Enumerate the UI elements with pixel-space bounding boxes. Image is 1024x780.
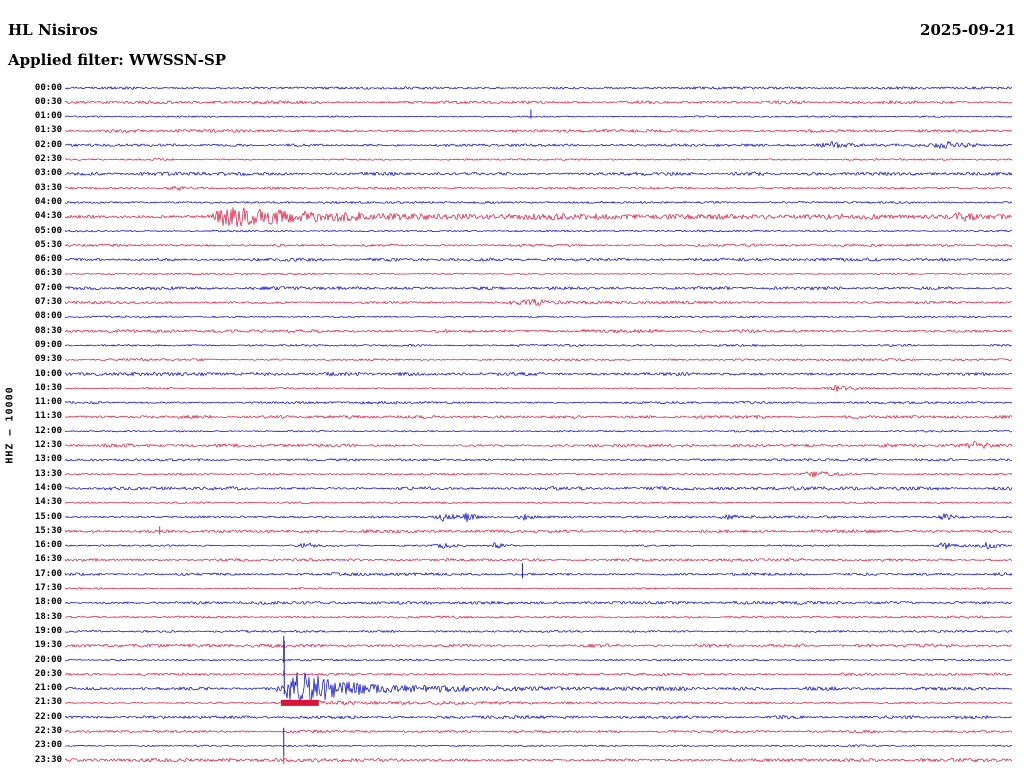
time-label-1830: 18:30 xyxy=(34,611,62,622)
time-label-2230: 22:30 xyxy=(34,726,62,736)
time-label-1330: 13:30 xyxy=(34,468,62,479)
time-label-1000: 10:00 xyxy=(34,368,62,379)
time-label-2130: 21:30 xyxy=(34,697,62,708)
time-label-0930: 09:30 xyxy=(34,354,62,365)
filter-label: Applied filter: WWSSN-SP xyxy=(8,51,227,69)
time-label-1200: 12:00 xyxy=(34,425,62,436)
time-label-0730: 07:30 xyxy=(34,297,62,307)
time-label-1230: 12:30 xyxy=(34,440,62,450)
time-axis: 00:00 00:30 01:00 01:30 02:00 02:30 03:00 03:30… xyxy=(0,0,62,780)
time-label-0330: 03:30 xyxy=(34,182,62,193)
time-label-0830: 08:30 xyxy=(34,325,62,336)
time-label-2000: 20:00 xyxy=(34,654,62,665)
time-label-0130: 01:30 xyxy=(34,125,62,136)
time-label-1930: 19:30 xyxy=(34,640,62,651)
time-label-0630: 06:30 xyxy=(34,268,62,279)
date-label: 2025-09-21 xyxy=(920,21,1016,39)
time-label-1600: 16:00 xyxy=(34,540,62,551)
time-label-1530: 15:30 xyxy=(34,525,62,536)
time-label-1630: 16:30 xyxy=(34,554,62,565)
time-label-1500: 15:00 xyxy=(34,511,62,522)
time-label-1700: 17:00 xyxy=(34,568,62,579)
time-label-0530: 05:30 xyxy=(34,239,62,250)
time-label-0900: 09:00 xyxy=(34,339,62,350)
time-label-1030: 10:30 xyxy=(34,382,62,393)
time-label-2330: 23:30 xyxy=(34,754,62,765)
time-label-2200: 22:00 xyxy=(34,711,62,722)
time-label-0600: 06:00 xyxy=(34,254,62,265)
time-label-1430: 14:30 xyxy=(34,497,62,508)
time-label-1300: 13:00 xyxy=(34,454,62,465)
time-label-0300: 03:00 xyxy=(34,168,62,179)
time-label-1100: 11:00 xyxy=(34,397,62,408)
station-title: HL Nisiros xyxy=(8,21,98,39)
time-label-0430: 04:30 xyxy=(34,211,62,222)
time-label-0030: 00:30 xyxy=(34,96,62,107)
time-label-0000: 00:00 xyxy=(34,82,62,93)
time-label-1800: 18:00 xyxy=(34,597,62,608)
time-label-0230: 02:30 xyxy=(34,154,62,164)
time-label-1130: 11:30 xyxy=(34,411,62,422)
time-label-2030: 20:30 xyxy=(34,668,62,679)
time-label-0400: 04:00 xyxy=(34,196,62,207)
time-label-1400: 14:00 xyxy=(34,482,62,493)
time-label-0800: 08:00 xyxy=(34,311,62,322)
time-label-1900: 19:00 xyxy=(34,625,62,636)
time-label-2300: 23:00 xyxy=(34,740,62,751)
time-label-0100: 01:00 xyxy=(34,111,62,122)
time-label-2100: 21:00 xyxy=(34,683,62,694)
time-label-0700: 07:00 xyxy=(34,282,62,293)
time-label-1730: 17:30 xyxy=(34,583,62,593)
time-label-0200: 02:00 xyxy=(34,139,62,150)
time-label-0500: 05:00 xyxy=(34,225,62,236)
